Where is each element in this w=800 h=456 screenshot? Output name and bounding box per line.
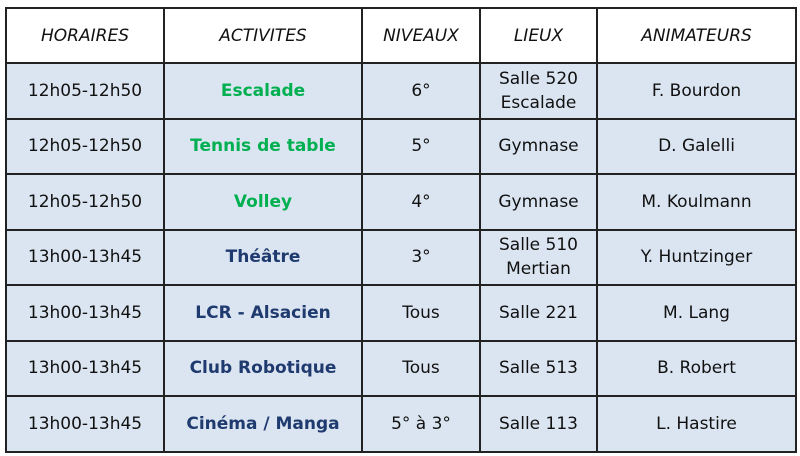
instructor-cell: M. Koulmann — [596, 173, 797, 231]
time-cell: 13h00-13h45 — [5, 395, 165, 453]
table-row: 13h00-13h45 LCR - Alsacien Tous Salle 221 M.… — [5, 284, 797, 342]
table-row: 13h00-13h45 Théâtre 3° Salle 510 Mertian Y. … — [5, 228, 797, 286]
level-cell: 3° — [361, 228, 481, 286]
instructor-cell: Y. Huntzinger — [596, 228, 797, 286]
activity-cell: Club Robotique — [163, 339, 363, 397]
location-cell: Salle 520 Escalade — [479, 62, 598, 120]
instructor-cell: M. Lang — [596, 284, 797, 342]
table-row: 12h05-12h50 Volley 4° Gymnase M. Koulmann — [5, 173, 797, 231]
header-horaires: HORAIRES — [5, 7, 165, 64]
activity-cell: Escalade — [163, 62, 363, 120]
time-cell: 13h00-13h45 — [5, 339, 165, 397]
location-cell: Salle 510 Mertian — [479, 228, 598, 286]
location-cell: Salle 513 — [479, 339, 598, 397]
level-cell: 5° à 3° — [361, 395, 481, 453]
activity-cell: Tennis de table — [163, 117, 363, 175]
time-cell: 13h00-13h45 — [5, 284, 165, 342]
time-cell: 12h05-12h50 — [5, 117, 165, 175]
location-cell: Gymnase — [479, 117, 598, 175]
activity-cell: Volley — [163, 173, 363, 231]
instructor-cell: D. Galelli — [596, 117, 797, 175]
location-cell: Gymnase — [479, 173, 598, 231]
location-cell: Salle 113 — [479, 395, 598, 453]
table-row: 13h00-13h45 Club Robotique Tous Salle 513 B.… — [5, 339, 797, 397]
header-lieux: LIEUX — [479, 7, 598, 64]
level-cell: Tous — [361, 284, 481, 342]
table-row: 13h00-13h45 Cinéma / Manga 5° à 3° Salle 11… — [5, 395, 797, 453]
activity-cell: Théâtre — [163, 228, 363, 286]
activity-cell: Cinéma / Manga — [163, 395, 363, 453]
level-cell: 5° — [361, 117, 481, 175]
time-cell: 12h05-12h50 — [5, 173, 165, 231]
header-row: HORAIRES ACTIVITES NIVEAUX LIEUX ANIMATE… — [5, 7, 797, 64]
instructor-cell: L. Hastire — [596, 395, 797, 453]
location-cell: Salle 221 — [479, 284, 598, 342]
instructor-cell: B. Robert — [596, 339, 797, 397]
header-activites: ACTIVITES — [163, 7, 363, 64]
level-cell: 4° — [361, 173, 481, 231]
level-cell: Tous — [361, 339, 481, 397]
header-niveaux: NIVEAUX — [361, 7, 481, 64]
header-animateurs: ANIMATEURS — [596, 7, 797, 64]
table-row: 12h05-12h50 Escalade 6° Salle 520 Escalade F… — [5, 62, 797, 120]
activities-table: HORAIRES ACTIVITES NIVEAUX LIEUX ANIMATE… — [5, 7, 797, 453]
time-cell: 12h05-12h50 — [5, 62, 165, 120]
time-cell: 13h00-13h45 — [5, 228, 165, 286]
activity-cell: LCR - Alsacien — [163, 284, 363, 342]
level-cell: 6° — [361, 62, 481, 120]
table-row: 12h05-12h50 Tennis de table 5° Gymnase D. Ga… — [5, 117, 797, 175]
instructor-cell: F. Bourdon — [596, 62, 797, 120]
